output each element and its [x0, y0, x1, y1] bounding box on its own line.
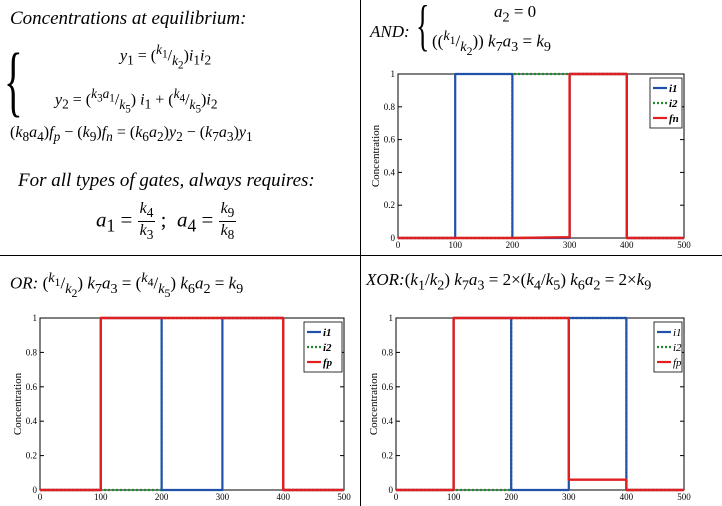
x-tick-label: 500: [337, 492, 351, 502]
y-tick-label: 0.8: [384, 102, 396, 112]
requirement-condition: a1 = k4 k3 ; a4 = k9 k8: [96, 200, 237, 243]
equilibrium-title: Concentrations at equilibrium:: [10, 8, 247, 29]
or-formula: OR: (k1/k2) k7a3 = (k4/k5) k6a2 = k9: [10, 270, 244, 300]
x-tick-label: 400: [620, 492, 634, 502]
y-tick-label: 0.4: [26, 416, 38, 426]
legend-label-i1: i1: [673, 327, 682, 339]
legend-label-fn: fn: [669, 113, 679, 125]
equation-balance: (k8a4)fp − (k9)fn = (k6a2)y2 − (k7a3)y1: [10, 124, 253, 145]
x-tick-label: 200: [506, 240, 520, 250]
x-tick-label: 300: [216, 492, 230, 502]
series-line-fp: [40, 316, 344, 492]
or-chart: 0 100 200 300 400 500 0 0.2 0.4 0.6 0.8 1 Concentrat…: [12, 313, 351, 502]
xor-formula: XOR:(k1/k2) k7a3 = 2×(k4/k5) k6a2 = 2×k9: [366, 270, 652, 294]
y-axis-label: Concentration: [370, 124, 382, 187]
x-tick-label: 0: [394, 492, 399, 502]
y-axis-label: Concentration: [12, 372, 24, 435]
y-tick-label: 0.6: [26, 382, 38, 392]
equation-y1: y1 = (k1/k2)i1i2: [120, 42, 212, 72]
legend-label-i1: i1: [669, 83, 678, 95]
plot-frame: [395, 317, 685, 491]
y-tick-label: 0: [391, 233, 396, 243]
y-tick-label: 0.4: [382, 416, 394, 426]
legend-box: [303, 321, 343, 373]
and-brace: {: [416, 0, 430, 57]
horizontal-divider: [0, 255, 722, 256]
x-tick-label: 100: [448, 240, 462, 250]
legend-label-fp: fp: [323, 357, 333, 369]
x-tick-label: 400: [276, 492, 290, 502]
and-eq2: ((k1/k2)) k7a3 = k9: [432, 28, 551, 58]
requirement-note: For all types of gates, always requires:: [18, 170, 315, 191]
y-tick-label: 0.6: [382, 382, 394, 392]
y-tick-label: 1: [389, 313, 394, 323]
and-chart: 0 100 200 300 400 500 0 0.2 0.4 0.6 0.8 1 Concentrat…: [370, 69, 691, 250]
x-tick-label: 200: [155, 492, 169, 502]
plot-frame: [39, 317, 345, 491]
legend-label-i2: i2: [669, 98, 678, 110]
y-tick-label: 0.2: [384, 200, 395, 210]
y-tick-label: 1: [391, 69, 396, 79]
and-label: AND:: [370, 22, 410, 41]
equation-y2: y2 = (k3a1/k5) i1 + (k4/k5)i2: [55, 86, 218, 116]
legend-label-i1: i1: [323, 327, 332, 339]
x-tick-label: 500: [677, 492, 691, 502]
x-tick-label: 0: [396, 240, 401, 250]
series-line-fn: [398, 72, 684, 240]
y-tick-label: 1: [33, 313, 38, 323]
legend-label-fp: fp: [673, 357, 682, 369]
series-line-fp: [396, 316, 684, 492]
legend-label-i2: i2: [323, 342, 332, 354]
y-tick-label: 0.2: [26, 451, 37, 461]
y-tick-label: 0.8: [26, 347, 38, 357]
equation-brace: {: [4, 37, 23, 124]
vertical-divider: [360, 0, 361, 506]
plot-frame: [397, 73, 685, 239]
x-tick-label: 300: [563, 240, 577, 250]
x-tick-label: 400: [620, 240, 634, 250]
y-tick-label: 0: [33, 485, 38, 495]
x-tick-label: 0: [38, 492, 43, 502]
y-axis-label: Concentration: [368, 372, 380, 435]
y-tick-label: 0.4: [384, 167, 396, 177]
x-tick-label: 300: [562, 492, 576, 502]
and-eq1: a2 = 0: [494, 2, 537, 26]
legend-label-i2: i2: [673, 342, 682, 354]
x-tick-label: 500: [677, 240, 691, 250]
y-tick-label: 0.8: [382, 347, 394, 357]
x-tick-label: 100: [94, 492, 108, 502]
x-tick-label: 100: [447, 492, 461, 502]
y-tick-label: 0: [389, 485, 394, 495]
y-tick-label: 0.6: [384, 135, 396, 145]
x-tick-label: 200: [504, 492, 518, 502]
y-tick-label: 0.2: [382, 451, 393, 461]
xor-chart: 0 100 200 300 400 500 0 0.2 0.4 0.6 0.8 1 Concentrat…: [368, 313, 691, 502]
